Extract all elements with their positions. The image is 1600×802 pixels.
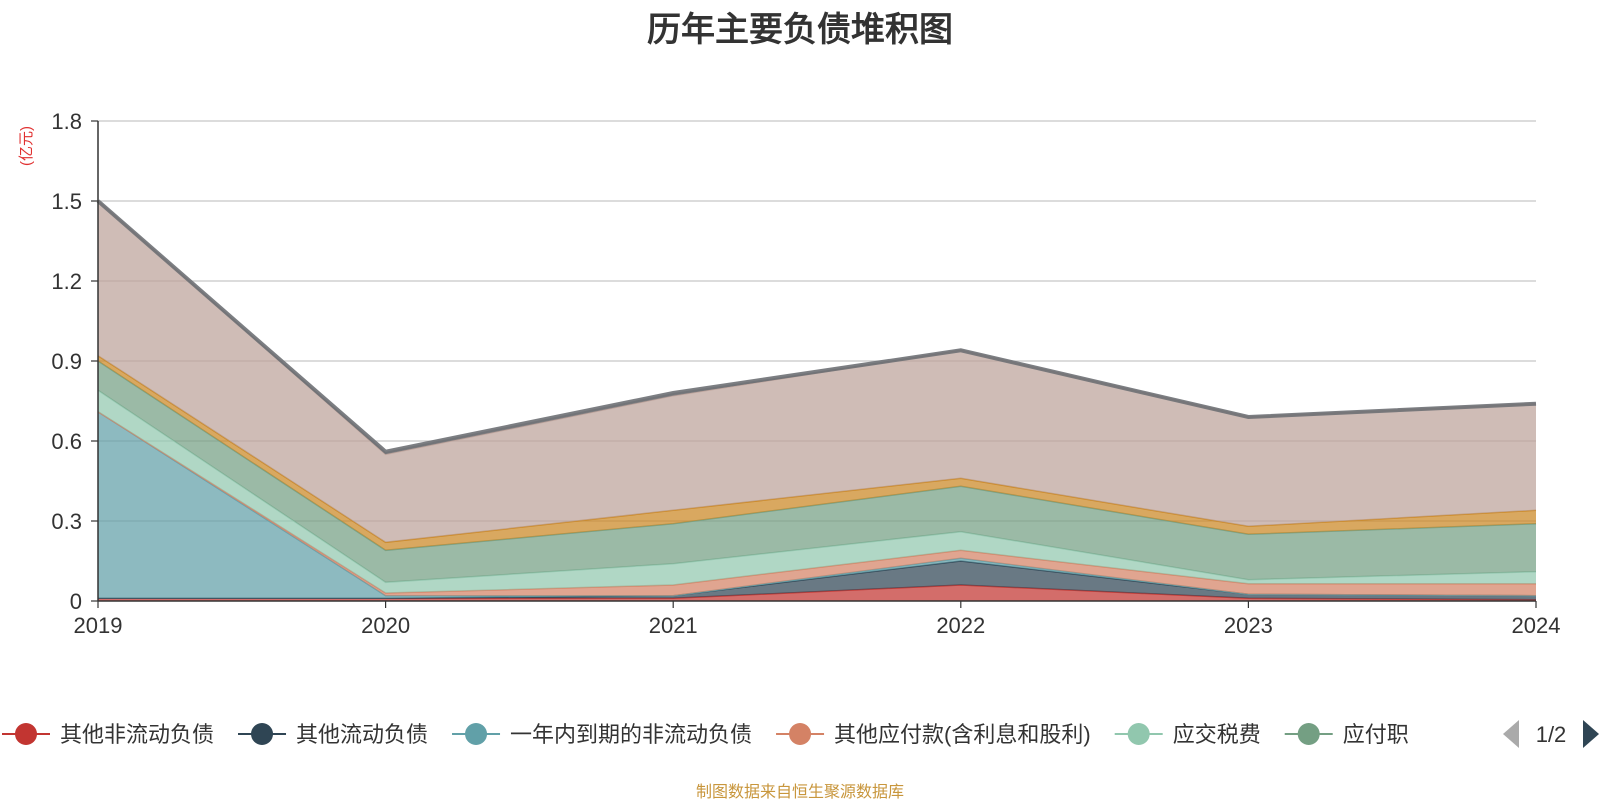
legend-marker-3 [789,723,812,745]
x-tick-label-1: 2020 [361,613,410,638]
x-tick-label-0: 2019 [74,613,123,638]
legend-marker-4 [1127,723,1150,745]
x-tick-label-3: 2022 [936,613,985,638]
legend-item-4[interactable]: 应交税费 [1114,722,1261,747]
source-note: 制图数据来自恒生聚源数据库 [695,784,904,801]
legend-marker-0 [15,723,37,745]
area-series-5 [98,361,1536,583]
y-tick-labels: 0 0.3 0.6 0.9 1.2 1.5 1.8 [51,109,82,614]
legend-next-page-icon[interactable] [1583,720,1599,748]
y-axis-unit-label: (亿元) [18,126,35,166]
legend-item-5[interactable]: 应付职 [1284,722,1409,747]
area-layer [96,199,1537,601]
x-tick-label-5: 2024 [1512,613,1561,638]
area-series-4 [98,390,1536,593]
y-tick-label-5: 1.5 [51,189,82,214]
x-tick-label-2: 2021 [649,613,698,638]
legend-item-2[interactable]: 一年内到期的非流动负债 [452,722,752,747]
y-tick-label-1: 0.3 [51,509,82,534]
y-tick-label-6: 1.8 [51,109,82,134]
legend-marker-1 [251,723,274,745]
legend-label-1: 其他流动负债 [296,722,428,747]
chart-title: 历年主要负债堆积图 [647,11,953,49]
legend-label-3: 其他应付款(含利息和股利) [834,722,1091,747]
legend-page-indicator: 1/2 [1536,722,1567,747]
area-series-7 [98,201,1536,543]
x-tick-label-4: 2023 [1224,613,1273,638]
legend-prev-page-icon[interactable] [1503,720,1519,748]
legend-label-0: 其他非流动负债 [60,722,214,747]
axis-layer [97,121,1536,602]
legend-marker-2 [465,723,488,745]
area-series-0 [98,585,1536,601]
legend-item-3[interactable]: 其他应付款(含利息和股利) [776,722,1091,747]
y-tick-label-3: 0.9 [51,349,82,374]
legend-item-1[interactable]: 其他流动负债 [238,722,428,747]
legend: 其他非流动负债 其他流动负债 一年内到期的非流动负债 其他应付款(含利息和股利) 应交税… [2,706,1600,762]
y-tick-label-4: 1.2 [51,269,82,294]
y-tick-label-0: 0 [70,589,82,614]
area-series-1 [98,561,1536,600]
legend-item-0[interactable]: 其他非流动负债 [2,722,214,747]
area-line-8 [96,199,1537,454]
legend-label-4: 应交税费 [1173,722,1261,747]
x-tick-labels: 2019 2020 2021 2022 2023 2024 [74,601,1561,638]
legend-label-2: 一年内到期的非流动负债 [510,722,752,747]
legend-marker-5 [1297,723,1320,745]
legend-label-5: 应付职 [1343,722,1409,747]
y-tick-label-2: 0.6 [51,429,82,454]
area-series-2 [98,411,1536,599]
